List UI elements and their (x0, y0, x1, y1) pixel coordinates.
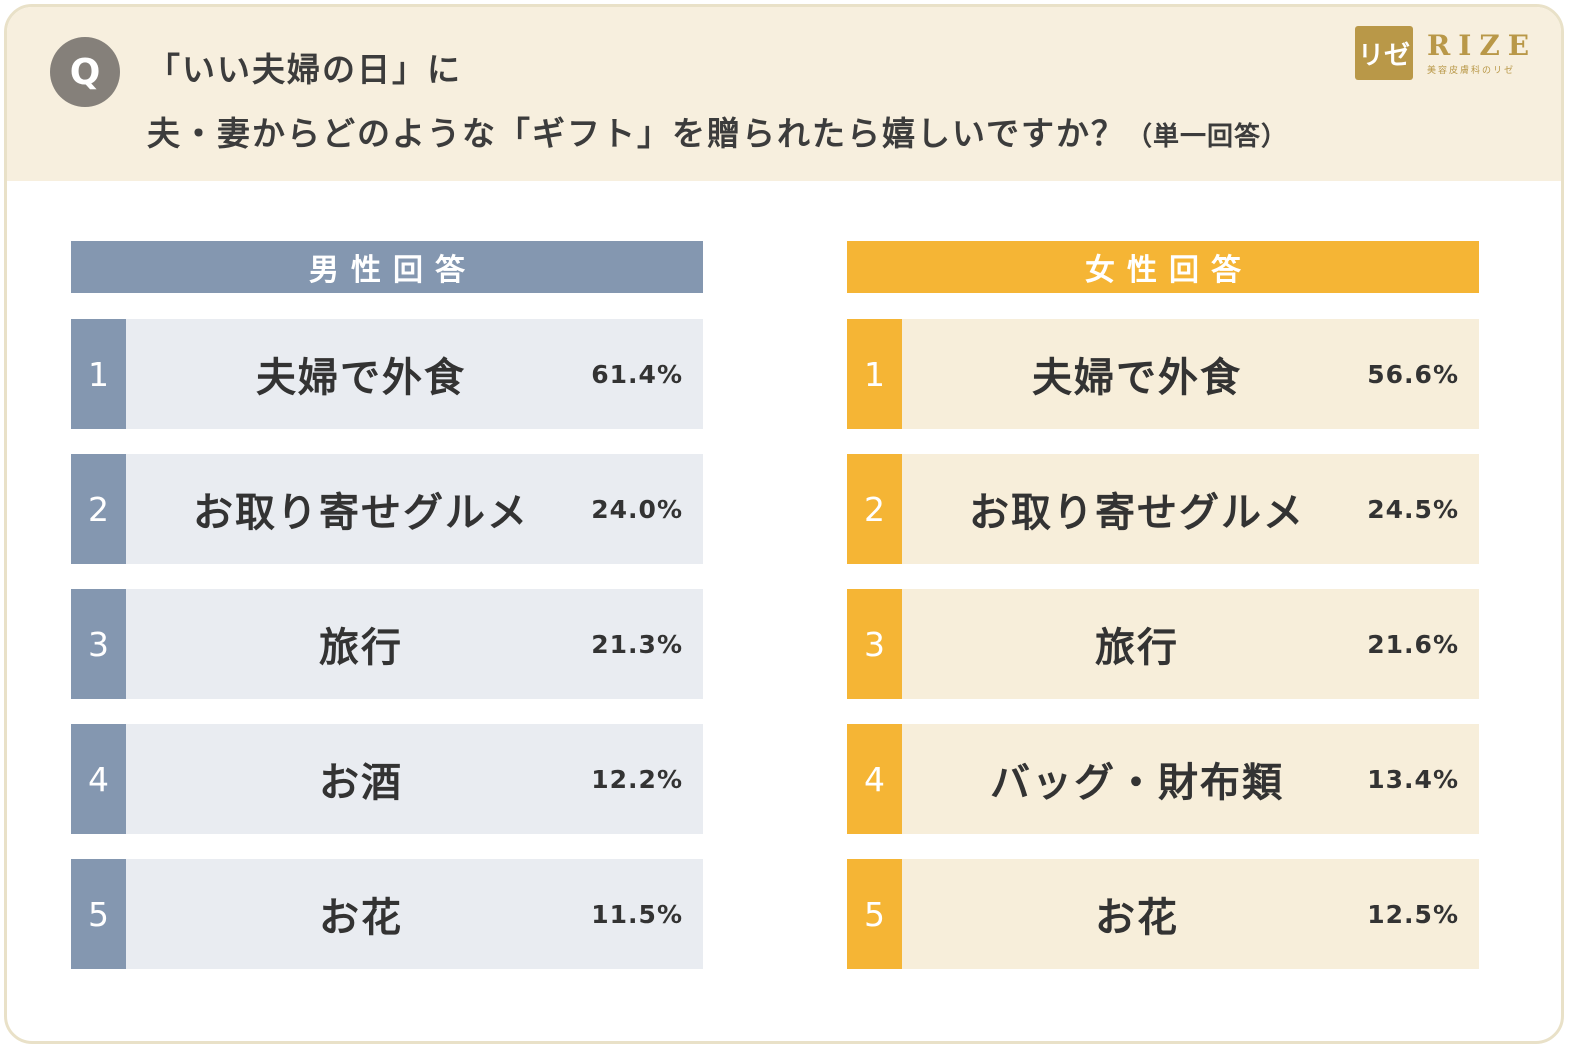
female-rank-row: 3 旅行 21.6% (847, 589, 1479, 699)
female-panel-title: 女性回答 (847, 241, 1479, 293)
gift-label: 夫婦で外食 (1032, 355, 1242, 401)
female-rank-row: 1 夫婦で外食 56.6% (847, 319, 1479, 429)
female-rank-row: 4 バッグ・財布類 13.4% (847, 724, 1479, 834)
male-rank-row: 1 夫婦で外食 61.4% (71, 319, 703, 429)
logo-text: RIZE 美容皮膚科のリゼ (1427, 28, 1538, 76)
percentage-value: 12.5% (1367, 899, 1459, 929)
gift-label: お酒 (319, 760, 403, 806)
percentage-value: 13.4% (1367, 764, 1459, 794)
rank-row-body: お花 11.5% (126, 859, 703, 969)
rank-number: 5 (71, 859, 126, 969)
rank-number: 1 (847, 319, 902, 429)
question-badge: Q (50, 37, 120, 107)
survey-card: Q 「いい夫婦の日」に 夫・妻からどのような「ギフト」を贈られたら嬉しいですか？… (4, 4, 1564, 1044)
gift-label: 夫婦で外食 (256, 355, 466, 401)
rank-row-body: お取り寄せグルメ 24.0% (126, 454, 703, 564)
gift-label: お取り寄せグルメ (193, 490, 529, 536)
rank-row-body: お花 12.5% (902, 859, 1479, 969)
female-rank-row: 2 お取り寄せグルメ 24.5% (847, 454, 1479, 564)
rank-number: 3 (847, 589, 902, 699)
question-line-1: 「いい夫婦の日」に (147, 50, 462, 89)
rank-row-body: お取り寄せグルメ 24.5% (902, 454, 1479, 564)
gift-label: バッグ・財布類 (990, 760, 1284, 806)
percentage-value: 12.2% (591, 764, 683, 794)
answer-type-note: （単一回答） (1126, 122, 1289, 152)
rank-row-body: 旅行 21.3% (126, 589, 703, 699)
logo-subtitle: 美容皮膚科のリゼ (1427, 65, 1516, 76)
male-rank-row: 2 お取り寄せグルメ 24.0% (71, 454, 703, 564)
logo-mark: リゼ (1355, 26, 1413, 80)
gift-label: お取り寄せグルメ (969, 490, 1305, 536)
gift-label: お花 (319, 895, 403, 941)
rank-number: 4 (847, 724, 902, 834)
gift-label: 旅行 (1095, 625, 1179, 671)
male-rank-row: 3 旅行 21.3% (71, 589, 703, 699)
gift-label: お花 (1095, 895, 1179, 941)
rank-number: 3 (71, 589, 126, 699)
rank-row-body: 旅行 21.6% (902, 589, 1479, 699)
rank-row-body: お酒 12.2% (126, 724, 703, 834)
percentage-value: 24.0% (591, 494, 683, 524)
question-line-2: 夫・妻からどのような「ギフト」を贈られたら嬉しいですか？（単一回答） (147, 107, 1288, 155)
percentage-value: 56.6% (1367, 359, 1459, 389)
percentage-value: 21.3% (591, 629, 683, 659)
logo-word: RIZE (1427, 28, 1538, 62)
rank-number: 2 (847, 454, 902, 564)
rank-row-body: 夫婦で外食 56.6% (902, 319, 1479, 429)
percentage-value: 24.5% (1367, 494, 1459, 524)
percentage-value: 11.5% (591, 899, 683, 929)
male-panel-title: 男性回答 (71, 241, 703, 293)
percentage-value: 21.6% (1367, 629, 1459, 659)
rank-row-body: 夫婦で外食 61.4% (126, 319, 703, 429)
rank-number: 2 (71, 454, 126, 564)
female-ranking-panel: 女性回答 1 夫婦で外食 56.6% 2 お取り寄せグルメ 24.5% 3 旅行 21.6% 4 バ… (847, 241, 1479, 969)
female-rank-row: 5 お花 12.5% (847, 859, 1479, 969)
rank-row-body: バッグ・財布類 13.4% (902, 724, 1479, 834)
male-rank-row: 5 お花 11.5% (71, 859, 703, 969)
rank-number: 4 (71, 724, 126, 834)
question-text: 夫・妻からどのような「ギフト」を贈られたら嬉しいですか？ (147, 114, 1127, 153)
gift-label: 旅行 (319, 625, 403, 671)
rank-number: 1 (71, 319, 126, 429)
rize-logo: リゼ RIZE 美容皮膚科のリゼ (1355, 25, 1537, 81)
male-ranking-panel: 男性回答 1 夫婦で外食 61.4% 2 お取り寄せグルメ 24.0% 3 旅行 21.3% 4 お… (71, 241, 703, 969)
male-rank-row: 4 お酒 12.2% (71, 724, 703, 834)
question-header: Q 「いい夫婦の日」に 夫・妻からどのような「ギフト」を贈られたら嬉しいですか？… (7, 7, 1561, 181)
rank-number: 5 (847, 859, 902, 969)
percentage-value: 61.4% (591, 359, 683, 389)
